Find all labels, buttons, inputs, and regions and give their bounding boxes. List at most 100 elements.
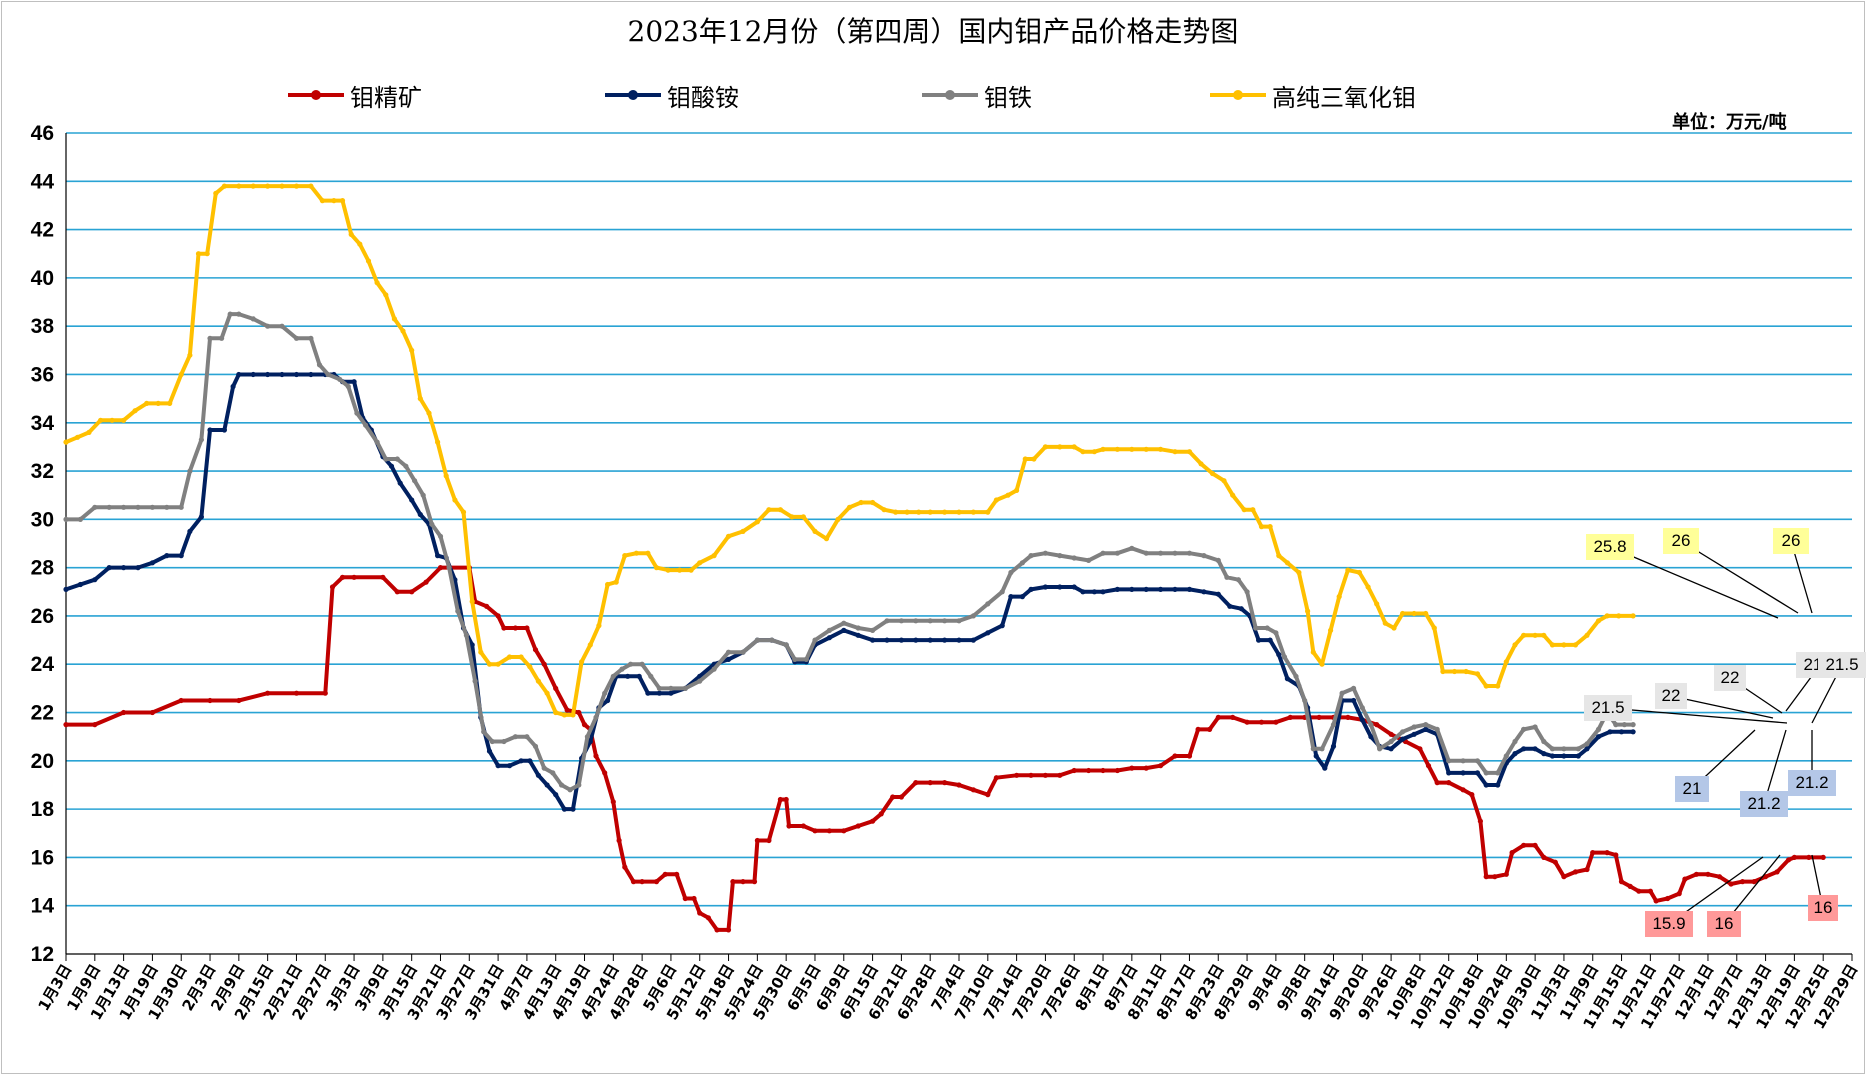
series-point-3 (74, 434, 81, 440)
series-point-3 (1114, 446, 1120, 452)
series-point-3 (507, 654, 513, 660)
series-point-0 (149, 709, 155, 716)
annotation-label: 15.9 (1645, 911, 1693, 937)
series-point-3 (1503, 659, 1509, 665)
y-tick-label: 16 (31, 846, 54, 869)
series-point-1 (351, 379, 357, 385)
series-point-0 (339, 574, 346, 580)
series-point-0 (1316, 714, 1322, 721)
series-point-3 (1221, 478, 1227, 484)
annotation-label: 22 (1714, 665, 1746, 691)
series-point-3 (435, 439, 441, 445)
series-point-1 (1091, 589, 1097, 595)
series-point-3 (1172, 449, 1178, 455)
series-point-2 (1319, 746, 1325, 752)
series-point-2 (1532, 724, 1538, 730)
series-point-1 (1019, 594, 1025, 600)
series-point-2 (1114, 550, 1120, 556)
series-point-1 (725, 656, 732, 663)
legend-item-concentrate: 钼精矿 (288, 78, 422, 112)
series-point-0 (329, 584, 336, 590)
series-point-0 (740, 879, 746, 885)
series-point-0 (1287, 714, 1293, 721)
series-point-0 (1693, 871, 1699, 877)
annotation-label: 21.5 (1584, 695, 1632, 721)
series-point-1 (1028, 586, 1034, 593)
series-point-1 (1460, 770, 1466, 776)
series-point-2 (308, 335, 314, 341)
series-point-2 (1302, 697, 1308, 704)
series-point-1 (913, 637, 919, 643)
series-point-3 (1356, 569, 1362, 576)
series-point-2 (1086, 557, 1092, 564)
series-point-0 (121, 709, 127, 716)
series-point-0 (1460, 787, 1466, 793)
series-point-3 (478, 649, 484, 655)
series-point-2 (1630, 722, 1636, 728)
series-point-0 (1751, 879, 1757, 885)
series-point-0 (1057, 772, 1063, 778)
series-point-1 (1400, 736, 1406, 742)
series-point-1 (106, 565, 112, 571)
series-line-3 (65, 184, 1634, 717)
series-point-2 (524, 734, 530, 740)
series-point-0 (878, 811, 884, 817)
series-point-2 (532, 743, 539, 749)
series-point-0 (1207, 726, 1213, 733)
series-point-2 (219, 335, 225, 341)
series-point-2 (682, 685, 688, 692)
series-point-0 (970, 787, 977, 793)
annotation-label: 21.2 (1788, 770, 1836, 796)
series-point-2 (985, 601, 991, 607)
series-point-2 (541, 765, 547, 771)
legend-item-ferro: 钼铁 (922, 78, 1032, 112)
series-point-2 (1521, 726, 1527, 733)
series-point-1 (561, 806, 568, 812)
series-point-3 (1541, 632, 1547, 638)
series-point-3 (98, 417, 104, 423)
series-point-3 (348, 231, 354, 237)
series-point-0 (841, 828, 847, 834)
y-tick-label: 26 (31, 605, 54, 628)
series-point-1 (636, 673, 642, 679)
series-point-2 (1129, 545, 1135, 551)
series-point-3 (144, 400, 150, 406)
series-point-1 (1368, 734, 1374, 740)
series-point-2 (345, 383, 351, 390)
series-point-0 (236, 697, 242, 704)
series-point-0 (1374, 722, 1380, 728)
series-point-3 (391, 316, 397, 322)
series-point-3 (1382, 620, 1388, 626)
series-point-2 (164, 504, 170, 510)
annotation-label: 16 (1808, 895, 1838, 921)
series-point-3 (904, 509, 910, 515)
series-point-0 (1786, 857, 1792, 863)
series-point-3 (1561, 642, 1567, 648)
series-point-2 (1474, 758, 1481, 764)
series-point-3 (213, 190, 219, 196)
y-tick-label: 38 (31, 315, 55, 338)
series-point-3 (1474, 671, 1481, 677)
series-point-0 (1086, 767, 1092, 774)
series-point-2 (1293, 673, 1299, 679)
series-point-0 (616, 837, 622, 844)
series-point-2 (363, 422, 369, 428)
series-point-2 (656, 685, 663, 692)
series-point-2 (121, 504, 127, 510)
series-point-2 (792, 656, 798, 663)
series-point-0 (501, 625, 507, 631)
series-point-1 (92, 577, 98, 583)
series-point-1 (164, 553, 170, 559)
series-point-1 (495, 763, 501, 769)
annotation-label: 16 (1707, 911, 1741, 937)
series-point-1 (1521, 746, 1527, 752)
series-point-1 (1129, 586, 1135, 593)
series-point-1 (544, 782, 550, 788)
series-point-0 (639, 879, 645, 885)
series-point-2 (898, 618, 905, 624)
series-point-0 (512, 625, 519, 631)
annotation-leader (1609, 546, 1779, 619)
series-point-2 (1434, 726, 1440, 733)
series-point-0 (1647, 888, 1653, 894)
series-point-3 (1005, 492, 1011, 498)
